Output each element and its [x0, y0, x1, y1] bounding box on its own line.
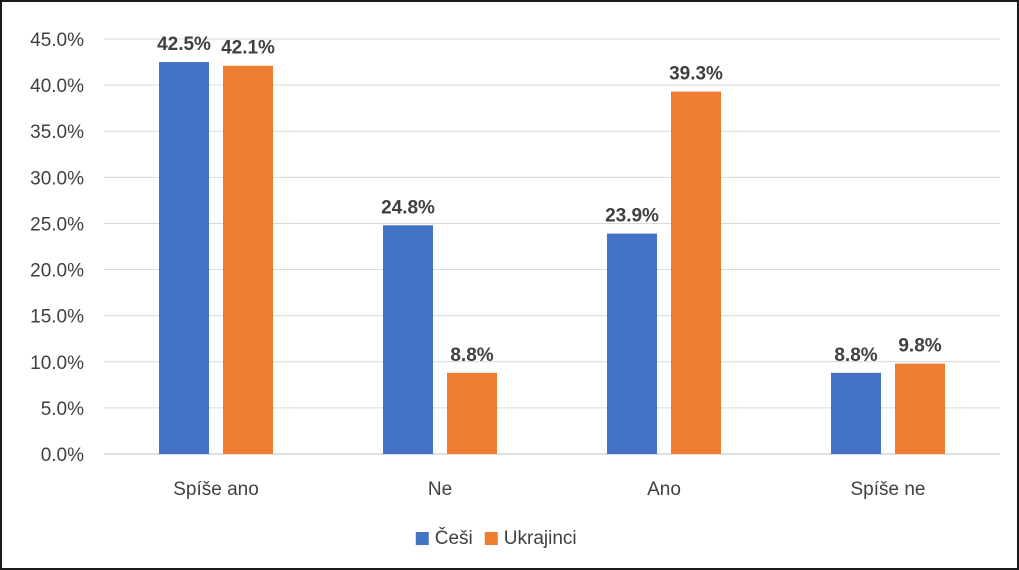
y-tick-label: 15.0% — [30, 307, 84, 328]
data-label: 42.5% — [157, 34, 211, 55]
bar — [223, 65, 273, 454]
legend-label: Ukrajinci — [504, 528, 577, 549]
data-label: 8.8% — [450, 345, 493, 366]
data-label: 8.8% — [834, 345, 877, 366]
y-tick-label: 0.0% — [41, 445, 84, 466]
y-tick-label: 45.0% — [30, 30, 84, 51]
y-tick-label: 25.0% — [30, 214, 84, 235]
legend-label: Češi — [435, 527, 473, 549]
bar — [831, 372, 881, 454]
data-label: 23.9% — [605, 206, 659, 227]
y-tick-label: 35.0% — [30, 122, 84, 143]
y-tick-label: 20.0% — [30, 261, 84, 282]
data-label: 9.8% — [898, 336, 941, 357]
x-tick-label: Ano — [647, 479, 681, 500]
data-label: 39.3% — [669, 64, 723, 85]
x-tick-label: Spíše ano — [173, 479, 259, 500]
bar — [383, 225, 433, 454]
x-tick-label: Ne — [428, 479, 452, 500]
bar — [159, 62, 209, 455]
data-label: 24.8% — [381, 197, 435, 218]
y-tick-label: 40.0% — [30, 76, 84, 97]
x-tick-label: Spíše ne — [851, 479, 926, 500]
bar — [607, 233, 657, 454]
legend-swatch — [415, 532, 429, 545]
y-tick-label: 10.0% — [30, 353, 84, 374]
bar — [895, 363, 945, 454]
y-tick-label: 30.0% — [30, 168, 84, 189]
y-tick-label: 5.0% — [41, 399, 84, 420]
data-label: 42.1% — [221, 38, 275, 59]
legend-swatch — [484, 532, 498, 545]
bar — [447, 372, 497, 454]
bar — [671, 91, 721, 455]
